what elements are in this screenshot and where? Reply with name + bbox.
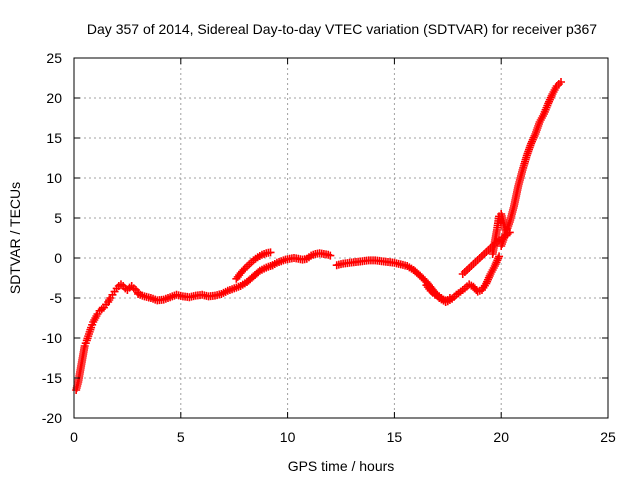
data-point	[500, 232, 509, 240]
y-tick-label: 20	[46, 90, 62, 106]
data-point	[522, 153, 531, 162]
data-point	[326, 251, 335, 260]
data-point	[252, 269, 261, 278]
data-points	[72, 78, 566, 394]
data-point	[228, 285, 237, 294]
data-point	[465, 264, 474, 272]
data-point	[279, 256, 288, 265]
data-point	[419, 274, 428, 283]
data-point	[80, 344, 89, 352]
data-point	[526, 141, 535, 150]
data-point	[423, 283, 432, 292]
y-tick-label: 10	[46, 170, 62, 186]
data-point	[309, 250, 318, 259]
data-point	[251, 254, 260, 263]
data-point	[454, 289, 463, 298]
data-point	[470, 284, 479, 293]
data-point	[300, 255, 309, 264]
data-point	[494, 254, 503, 263]
data-point	[538, 112, 547, 120]
data-point	[322, 250, 331, 259]
data-point	[480, 281, 489, 290]
data-point	[530, 131, 539, 140]
data-point	[84, 332, 93, 341]
data-point	[505, 220, 514, 228]
data-point	[283, 255, 292, 264]
data-point	[264, 248, 273, 257]
data-point	[247, 258, 256, 267]
data-point	[275, 258, 284, 266]
y-tick-label: 5	[54, 210, 62, 226]
x-axis-label: GPS time / hours	[288, 458, 395, 474]
data-point	[260, 250, 269, 258]
grid	[74, 58, 608, 418]
data-point	[81, 339, 90, 348]
data-point	[239, 266, 248, 274]
data-point	[477, 252, 486, 260]
data-point	[394, 259, 403, 268]
data-point	[513, 184, 522, 192]
data-point	[388, 258, 397, 267]
data-point	[469, 260, 478, 268]
data-point	[86, 325, 95, 334]
data-point	[458, 286, 467, 294]
y-tick-label: -20	[42, 410, 62, 426]
x-tick-label: 25	[600, 429, 616, 445]
data-point	[498, 216, 507, 224]
data-point	[425, 284, 434, 293]
x-tick-label: 0	[70, 429, 78, 445]
data-point	[221, 287, 230, 296]
data-point	[260, 264, 269, 273]
data-point	[543, 101, 552, 110]
data-point	[518, 168, 527, 176]
data-point	[433, 291, 442, 300]
data-point	[163, 294, 172, 302]
data-point	[509, 204, 518, 212]
data-point	[73, 380, 82, 388]
data-point	[105, 296, 114, 304]
data-point	[482, 248, 491, 256]
data-point	[92, 312, 101, 320]
y-tick-label: -15	[42, 370, 62, 386]
data-point	[215, 290, 224, 299]
data-point	[460, 268, 469, 276]
data-point	[437, 294, 446, 302]
x-tick-label: 5	[177, 429, 185, 445]
data-point	[292, 254, 301, 263]
y-tick-label: -10	[42, 330, 62, 346]
y-axis-label: SDTVAR / TECUs	[7, 182, 23, 294]
data-point	[88, 320, 97, 329]
data-point	[445, 296, 454, 304]
y-tick-label: 15	[46, 130, 62, 146]
data-point	[157, 295, 166, 304]
data-point	[243, 262, 252, 271]
data-point	[473, 256, 482, 264]
chart-title: Day 357 of 2014, Sidereal Day-to-day VTE…	[87, 21, 597, 37]
y-tick-label: -5	[50, 290, 63, 306]
data-point	[238, 267, 247, 276]
data-point	[255, 252, 264, 260]
data-point	[401, 261, 410, 270]
data-point	[554, 80, 563, 88]
data-point	[234, 282, 243, 291]
data-point	[246, 275, 255, 284]
data-point	[270, 260, 279, 268]
data-point	[428, 288, 437, 297]
plot-frame	[73, 57, 609, 419]
data-point	[534, 120, 543, 128]
data-point	[138, 291, 147, 300]
data-point	[450, 292, 459, 301]
data-point	[233, 272, 242, 281]
data-point	[412, 268, 421, 277]
y-tick-label: 0	[54, 250, 62, 266]
x-tick-label: 15	[387, 429, 403, 445]
data-point	[144, 293, 153, 302]
axis-ticks: 0 5 10 15 20 25 -20 -15 -10 -5 0 5 10 15 20 25	[42, 50, 616, 445]
y-tick-label: 25	[46, 50, 62, 66]
data-point	[208, 291, 217, 300]
x-tick-label: 10	[280, 429, 296, 445]
data-point	[304, 253, 313, 262]
x-tick-label: 20	[493, 429, 509, 445]
